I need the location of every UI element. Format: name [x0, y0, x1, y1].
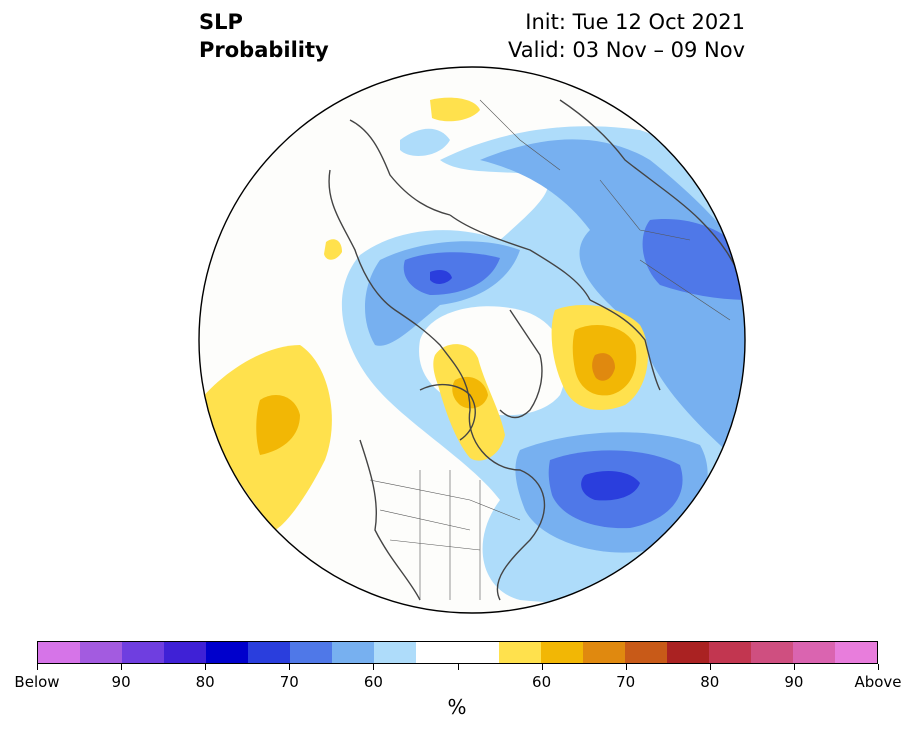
above-70-region — [452, 376, 488, 409]
colorbar-cell — [541, 642, 584, 663]
colorbar-tick — [121, 664, 123, 670]
colorbar-cell — [583, 642, 626, 663]
colorbar-tick-label: 60 — [363, 673, 383, 691]
colorbar-cell — [457, 642, 500, 663]
colorbar — [37, 641, 878, 664]
valid-range: Valid: 03 Nov – 09 Nov — [508, 38, 745, 62]
colorbar-tick-label: 80 — [700, 673, 720, 691]
colorbar-cell — [79, 642, 122, 663]
colorbar-cell — [205, 642, 248, 663]
colorbar-cell — [709, 642, 752, 663]
colorbar-tick — [793, 664, 795, 670]
colorbar-tick-label: Below — [14, 673, 60, 691]
colorbar-cell — [247, 642, 290, 663]
colorbar-cell — [163, 642, 206, 663]
variable-label: SLP — [199, 10, 243, 34]
init-date: Init: Tue 12 Oct 2021 — [525, 10, 745, 34]
colorbar-tick — [37, 664, 38, 670]
colorbar-tick-label: 90 — [111, 673, 131, 691]
above-80-region — [592, 353, 615, 381]
colorbar-cell — [121, 642, 164, 663]
colorbar-cell — [38, 642, 80, 663]
colorbar-tick — [373, 664, 375, 670]
colorbar-cell — [499, 642, 542, 663]
colorbar-tick-label: 70 — [279, 673, 299, 691]
colorbar-cell — [793, 642, 836, 663]
chart-title: SLP Probability — [199, 8, 329, 64]
colorbar-tick — [541, 664, 543, 670]
colorbar-tick-label: 70 — [616, 673, 636, 691]
coastlines — [328, 99, 745, 601]
colorbar-cell — [331, 642, 374, 663]
colorbar-cell — [289, 642, 332, 663]
colorbar-tick — [625, 664, 627, 670]
above-60-region — [324, 239, 342, 260]
colorbar-tick — [289, 664, 291, 670]
below-90-region — [581, 471, 640, 501]
above-60-region — [430, 97, 480, 122]
below-80-region — [403, 252, 500, 295]
colorbar-tick — [205, 664, 207, 670]
colorbar-tick-label: Above — [854, 673, 902, 691]
colorbar-tick-label: 90 — [784, 673, 804, 691]
colorbar-tick — [878, 664, 879, 670]
colorbar-tick — [457, 664, 459, 670]
colorbar-unit: % — [447, 695, 467, 719]
colorbar-tick — [709, 664, 711, 670]
above-70-region — [256, 395, 300, 455]
colorbar-tick-label: 60 — [532, 673, 552, 691]
probability-shading — [200, 97, 745, 604]
colorbar-cell — [751, 642, 794, 663]
colorbar-cell — [667, 642, 710, 663]
colorbar-cell — [373, 642, 416, 663]
borders — [369, 99, 731, 600]
below-60-region — [400, 128, 450, 156]
map-boundary — [198, 66, 746, 614]
colorbar-cell — [415, 642, 458, 663]
below-90-region — [430, 270, 452, 284]
chart-dates: Init: Tue 12 Oct 2021 Valid: 03 Nov – 09… — [508, 8, 745, 64]
colorbar-tick-label: 80 — [195, 673, 215, 691]
colorbar-cell — [625, 642, 668, 663]
polar-map — [198, 66, 746, 614]
colorbar-cell — [835, 642, 878, 663]
product-label: Probability — [199, 38, 329, 62]
